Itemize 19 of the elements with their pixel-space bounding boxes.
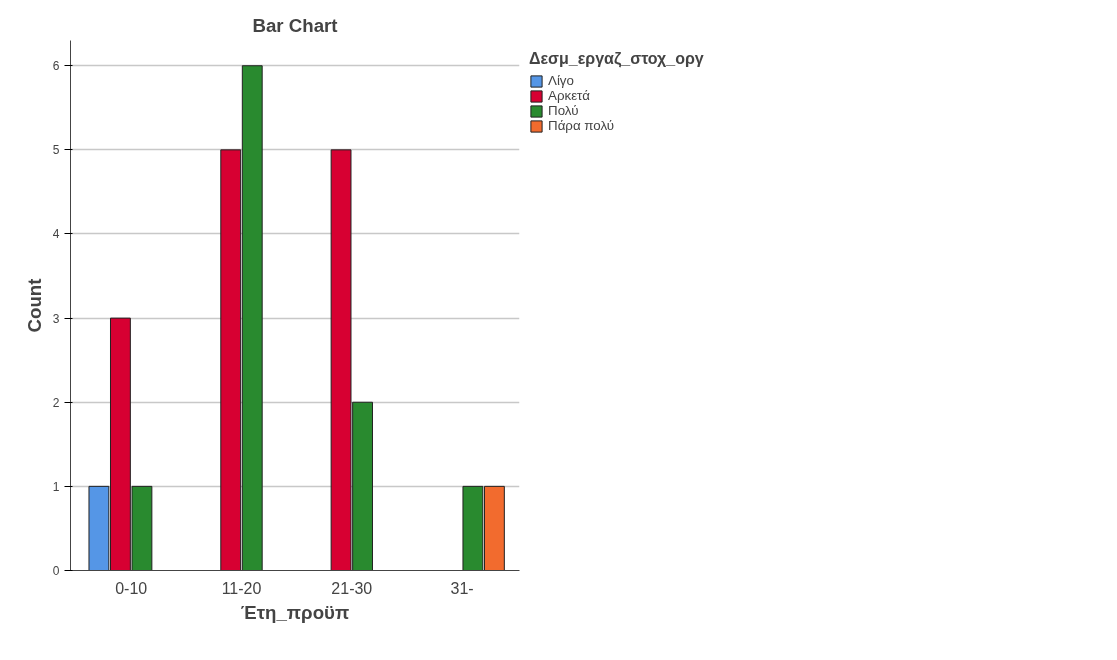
chart-title: Bar Chart [252,14,338,36]
y-tick-label: 2 [52,395,60,410]
x-tick-label: 11-20 [221,579,262,597]
y-tick-label: 0 [52,564,60,578]
y-axis-title: Count [23,278,45,333]
legend-label: Πάρα πολύ [548,118,615,133]
y-tick-label: 3 [52,311,60,326]
legend-label: Πολύ [548,103,579,118]
x-tick-label: 0-10 [115,579,148,597]
y-tick-label: 6 [52,59,60,74]
x-tick-label: 31- [450,579,474,597]
y-tick-label: 5 [52,143,60,158]
y-tick-label: 4 [52,227,60,242]
x-tick-label: 21-30 [331,579,373,597]
y-tick-label: 1 [52,479,60,494]
legend-label: Αρκετά [548,88,590,103]
x-axis-title: Έτη_προϋπ [240,601,350,623]
legend-label: Λίγο [548,73,574,88]
legend-title: Δεσμ_εργαζ_στοχ_οργ [529,50,704,68]
